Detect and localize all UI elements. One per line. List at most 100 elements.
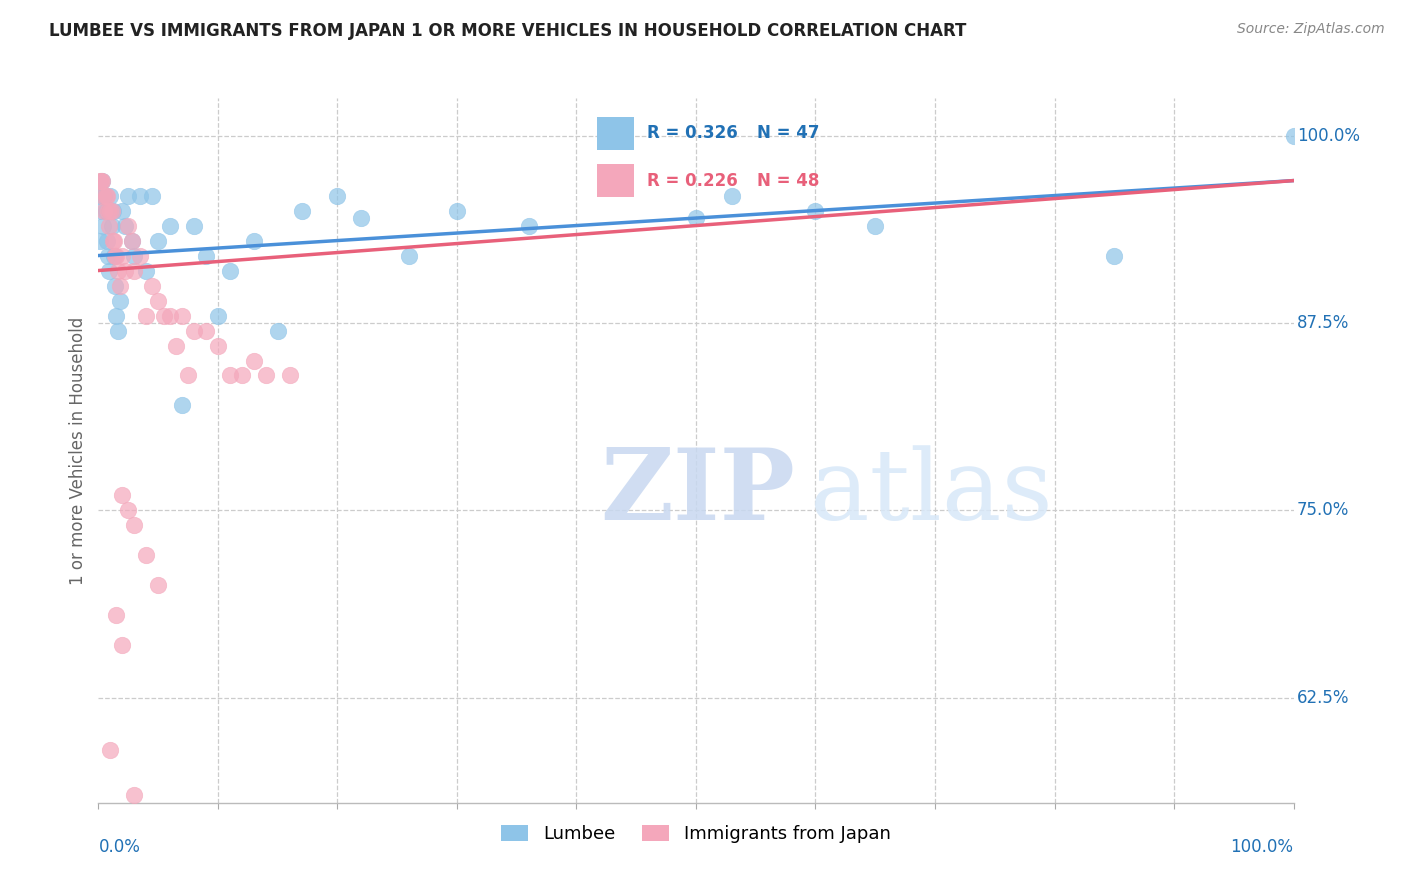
Point <box>93 188 115 202</box>
Point <box>100 219 122 233</box>
Text: 100.0%: 100.0% <box>1230 838 1294 856</box>
Point <box>121 234 143 248</box>
Point <box>219 368 242 383</box>
Point <box>90 173 112 187</box>
Point <box>89 173 111 187</box>
Point <box>107 263 129 277</box>
Point <box>98 188 122 202</box>
Point <box>114 219 136 233</box>
Point <box>865 219 887 233</box>
Point <box>117 188 139 202</box>
Point <box>446 203 468 218</box>
Point <box>89 234 111 248</box>
Point <box>148 234 170 248</box>
Point <box>91 173 114 187</box>
Text: ZIP: ZIP <box>600 444 796 541</box>
Point <box>98 263 121 277</box>
Point <box>243 353 266 368</box>
Point <box>183 219 205 233</box>
Point <box>254 368 277 383</box>
Point <box>90 203 112 218</box>
Point <box>111 639 134 653</box>
Point <box>172 399 194 413</box>
Text: 0.0%: 0.0% <box>98 838 141 856</box>
Point <box>91 219 114 233</box>
Point <box>96 188 118 202</box>
Point <box>398 248 420 262</box>
Point <box>135 309 157 323</box>
Point <box>177 368 200 383</box>
Point <box>124 518 146 533</box>
Y-axis label: 1 or more Vehicles in Household: 1 or more Vehicles in Household <box>69 317 87 584</box>
Point <box>243 234 266 248</box>
Point <box>1104 248 1126 262</box>
Point <box>153 309 176 323</box>
Point <box>111 488 134 502</box>
Point <box>804 203 827 218</box>
Point <box>267 324 290 338</box>
Point <box>94 203 117 218</box>
Point <box>96 234 118 248</box>
Point <box>172 309 194 323</box>
Point <box>107 324 129 338</box>
Point <box>98 219 121 233</box>
Point <box>111 248 134 262</box>
Point <box>108 293 131 308</box>
Point <box>105 608 128 623</box>
Point <box>104 248 127 262</box>
Point <box>124 263 146 277</box>
Point <box>195 248 218 262</box>
Point <box>278 368 301 383</box>
Point <box>129 248 152 262</box>
Point <box>291 203 314 218</box>
Point <box>207 338 229 352</box>
Point <box>124 248 146 262</box>
Legend: Lumbee, Immigrants from Japan: Lumbee, Immigrants from Japan <box>494 817 898 850</box>
Point <box>148 578 170 592</box>
Point <box>97 203 120 218</box>
Point <box>98 203 122 218</box>
Point <box>117 219 139 233</box>
Point <box>90 188 112 202</box>
Text: 87.5%: 87.5% <box>1298 314 1350 332</box>
Text: atlas: atlas <box>810 445 1052 541</box>
Point <box>1282 128 1305 143</box>
Point <box>326 188 349 202</box>
Point <box>195 324 218 338</box>
Point <box>104 278 127 293</box>
Point <box>111 203 134 218</box>
Point <box>207 309 229 323</box>
Point <box>721 188 744 202</box>
Point <box>97 248 120 262</box>
Point <box>114 263 136 277</box>
Point <box>517 219 540 233</box>
Text: LUMBEE VS IMMIGRANTS FROM JAPAN 1 OR MORE VEHICLES IN HOUSEHOLD CORRELATION CHAR: LUMBEE VS IMMIGRANTS FROM JAPAN 1 OR MOR… <box>49 22 966 40</box>
Point <box>101 203 124 218</box>
Text: 62.5%: 62.5% <box>1298 689 1350 706</box>
Point <box>100 203 122 218</box>
Point <box>121 234 143 248</box>
Point <box>117 503 139 517</box>
Point <box>141 278 163 293</box>
Point <box>165 338 187 352</box>
Text: 75.0%: 75.0% <box>1298 501 1350 519</box>
Point <box>108 278 131 293</box>
Point <box>183 324 205 338</box>
Point <box>103 234 125 248</box>
Point <box>219 263 242 277</box>
Point <box>124 789 146 803</box>
Point <box>231 368 253 383</box>
Point <box>141 188 163 202</box>
Point <box>94 188 117 202</box>
Point <box>105 309 128 323</box>
Point <box>685 211 707 225</box>
Point <box>129 188 152 202</box>
Point <box>105 248 128 262</box>
Text: 100.0%: 100.0% <box>1298 127 1360 145</box>
Point <box>103 248 125 262</box>
Point <box>350 211 373 225</box>
Point <box>91 188 114 202</box>
Point <box>159 309 181 323</box>
Point <box>135 549 157 563</box>
Point <box>93 203 115 218</box>
